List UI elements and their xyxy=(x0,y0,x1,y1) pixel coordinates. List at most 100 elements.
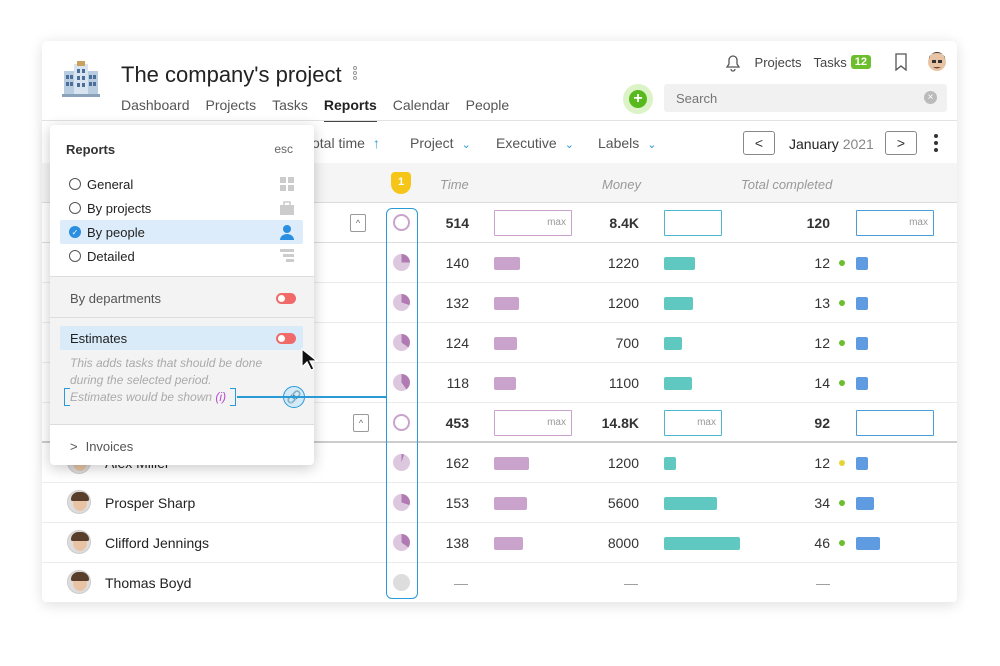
clear-search-icon[interactable]: × xyxy=(924,91,937,104)
departments-toggle[interactable] xyxy=(276,293,296,304)
time-bar xyxy=(494,257,520,270)
col-money: Money xyxy=(602,177,642,192)
row-money: 1200 xyxy=(607,295,639,311)
empty-money: — xyxy=(624,575,638,591)
group-row: ^ 514 max 8.4K 120 max xyxy=(42,203,957,243)
section-departments: By departments xyxy=(50,277,314,317)
bell-icon[interactable] xyxy=(723,52,743,72)
add-button[interactable]: + xyxy=(623,84,653,114)
estimates-toggle[interactable] xyxy=(276,333,296,344)
col-time: Time xyxy=(440,177,469,192)
person-icon xyxy=(280,225,294,240)
nav-people[interactable]: People xyxy=(465,97,510,113)
sort-arrow-icon[interactable]: ↑ xyxy=(372,135,380,151)
nav-tasks[interactable]: Tasks xyxy=(272,97,308,113)
row-done: 12 xyxy=(814,455,830,471)
row-done: 34 xyxy=(814,495,830,511)
estimates-label: Estimates xyxy=(70,331,128,346)
money-bar xyxy=(664,257,695,270)
option-detailed[interactable]: Detailed xyxy=(60,244,303,268)
bookmark-icon[interactable] xyxy=(893,53,909,71)
filter-total-time[interactable]: otal time ↑ xyxy=(312,135,380,151)
section-estimates: Estimates This adds tasks that should be… xyxy=(50,318,314,424)
table-row[interactable]: 132 1200 13 xyxy=(42,283,957,323)
person-name: Prosper Sharp xyxy=(105,495,196,511)
collapse-button[interactable]: ^ xyxy=(350,214,366,232)
prev-month-button[interactable]: < xyxy=(743,131,775,155)
status-dot xyxy=(839,340,845,346)
section-divider xyxy=(50,317,314,318)
collapse-button[interactable]: ^ xyxy=(353,414,369,432)
group-done: 92 xyxy=(814,415,830,431)
table-row[interactable]: 140 1220 12 xyxy=(42,243,957,283)
bracket-right xyxy=(230,388,236,406)
money-max-field[interactable] xyxy=(664,210,722,236)
option-by-projects[interactable]: By projects xyxy=(60,196,303,220)
invoices-item[interactable]: > Invoices xyxy=(70,439,134,454)
table-row[interactable]: Thomas Boyd — — — xyxy=(42,563,957,603)
table-row[interactable]: Prosper Sharp 153 5600 34 xyxy=(42,483,957,523)
done-max-field[interactable]: max xyxy=(856,210,934,236)
chevron-down-icon: ⌄ xyxy=(461,139,471,151)
radio-icon xyxy=(69,202,81,214)
estimates-row[interactable]: Estimates xyxy=(60,326,303,350)
progress-ring-icon xyxy=(393,214,410,231)
project-menu-icon[interactable] xyxy=(351,65,359,83)
filter-project[interactable]: Project ⌄ xyxy=(410,135,471,151)
progress-pie-icon xyxy=(393,294,410,311)
table-row[interactable]: 124 700 12 xyxy=(42,323,957,363)
section-divider xyxy=(50,424,314,425)
more-options-icon[interactable] xyxy=(934,134,938,155)
done-max-field[interactable] xyxy=(856,410,934,436)
row-time: 138 xyxy=(445,535,469,551)
next-month-button[interactable]: > xyxy=(885,131,917,155)
nav-reports[interactable]: Reports xyxy=(323,97,377,122)
company-building-logo xyxy=(62,61,100,97)
top-right-bar: Projects Tasks 12 xyxy=(711,51,947,73)
row-money: 1220 xyxy=(607,255,639,271)
close-esc[interactable]: esc xyxy=(274,142,293,156)
row-time: 153 xyxy=(445,495,469,511)
person-avatar xyxy=(67,570,91,594)
done-bar xyxy=(856,537,880,550)
nav-projects[interactable]: Projects xyxy=(205,97,257,113)
page-title: The company's project xyxy=(121,62,342,87)
grid-icon xyxy=(280,177,294,191)
filter-executive[interactable]: Executive ⌄ xyxy=(496,135,574,151)
user-avatar[interactable] xyxy=(927,52,947,72)
money-bar xyxy=(664,377,692,390)
row-money: 8000 xyxy=(607,535,639,551)
status-dot xyxy=(839,500,845,506)
progress-pie-icon xyxy=(393,494,410,511)
row-done: 13 xyxy=(814,295,830,311)
nav-calendar[interactable]: Calendar xyxy=(392,97,450,113)
status-dot xyxy=(839,300,845,306)
step-marker: 1 xyxy=(391,172,411,194)
table-row[interactable]: Clifford Jennings 138 8000 46 xyxy=(42,523,957,563)
reports-dropdown: Reports esc General By projects ✓ By peop… xyxy=(50,125,314,465)
row-time: 140 xyxy=(445,255,469,271)
time-max-field[interactable]: max xyxy=(494,410,572,436)
option-general[interactable]: General xyxy=(60,172,303,196)
money-bar xyxy=(664,497,718,510)
row-money: 700 xyxy=(615,335,639,351)
table-row[interactable]: 118 1100 14 xyxy=(42,363,957,403)
person-avatar xyxy=(67,490,91,514)
progress-pie-icon xyxy=(393,454,410,471)
group-time: 514 xyxy=(445,215,469,231)
time-bar xyxy=(494,297,519,310)
top-projects-link[interactable]: Projects xyxy=(754,54,802,70)
time-max-field[interactable]: max xyxy=(494,210,572,236)
nav-dashboard[interactable]: Dashboard xyxy=(121,97,190,113)
month-label: January 2021 xyxy=(789,136,874,152)
top-tasks-link[interactable]: Tasks xyxy=(813,54,847,70)
done-bar xyxy=(856,497,874,510)
search-input[interactable] xyxy=(664,84,947,112)
filter-labels[interactable]: Labels ⌄ xyxy=(598,135,657,151)
option-by-people[interactable]: ✓ By people xyxy=(60,220,303,244)
row-done: 46 xyxy=(814,535,830,551)
progress-pie-icon xyxy=(393,534,410,551)
money-max-field[interactable]: max xyxy=(664,410,722,436)
time-bar xyxy=(494,537,523,550)
group-money: 14.8K xyxy=(601,415,639,431)
